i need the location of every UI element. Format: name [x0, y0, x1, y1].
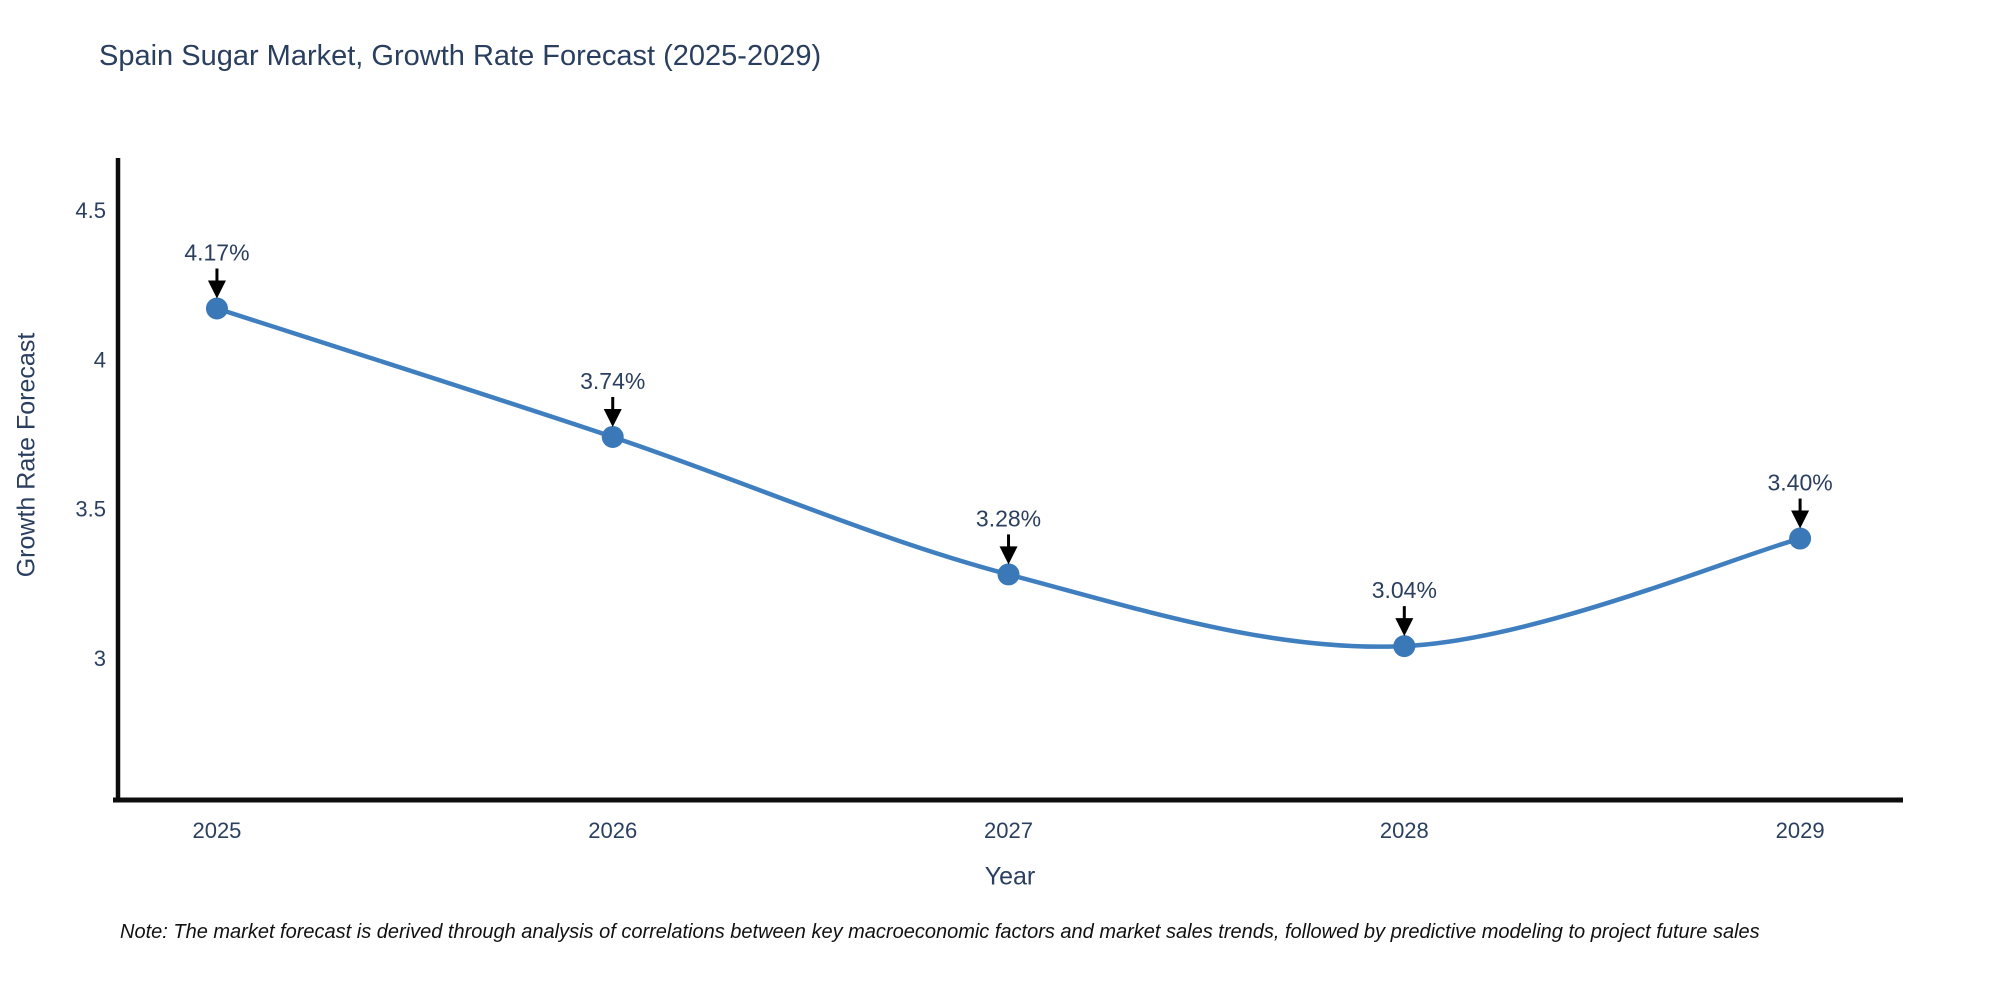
- y-tick-label: 3.5: [75, 497, 106, 522]
- data-point-marker[interactable]: [1393, 635, 1416, 658]
- y-axis-title: Growth Rate Forecast: [12, 332, 41, 578]
- x-tick-label: 2025: [192, 818, 241, 843]
- chart-title: Spain Sugar Market, Growth Rate Forecast…: [99, 40, 822, 72]
- x-tick-label: 2028: [1380, 818, 1429, 843]
- annotation-arrowhead: [207, 280, 226, 299]
- footnote: Note: The market forecast is derived thr…: [120, 921, 1760, 943]
- x-tick-labels: 2025 2026 2027 2028 2029: [192, 818, 1824, 843]
- x-tick-label: 2026: [588, 818, 637, 843]
- y-tick-label: 4.5: [75, 198, 106, 223]
- annotations: 4.17% 3.74% 3.28% 3.04% 3.40%: [184, 239, 1833, 637]
- point-annotation-label: 3.04%: [1372, 577, 1437, 603]
- point-annotation-label: 3.28%: [976, 505, 1041, 531]
- data-point-marker[interactable]: [997, 563, 1020, 586]
- y-tick-label: 3: [94, 646, 106, 671]
- y-tick-labels: 3 3.5 4 4.5: [75, 198, 106, 671]
- annotation-arrowhead: [999, 546, 1018, 565]
- data-point-marker[interactable]: [205, 297, 228, 320]
- x-tick-label: 2029: [1776, 818, 1825, 843]
- data-point-marker[interactable]: [601, 425, 624, 448]
- axes: [113, 158, 1903, 803]
- x-axis-title: Year: [984, 862, 1036, 891]
- annotation-arrowhead: [603, 408, 622, 427]
- growth-rate-line: [214, 306, 1803, 649]
- y-tick-label: 4: [94, 347, 106, 372]
- series-line: [214, 306, 1803, 649]
- markers: [205, 297, 1812, 658]
- annotation-arrowhead: [1395, 618, 1414, 637]
- point-annotation-label: 3.74%: [580, 368, 645, 394]
- x-tick-label: 2027: [984, 818, 1033, 843]
- annotation-arrowhead: [1791, 510, 1810, 529]
- data-point-marker[interactable]: [1789, 527, 1812, 550]
- point-annotation-label: 3.40%: [1767, 470, 1832, 496]
- point-annotation-label: 4.17%: [184, 239, 249, 265]
